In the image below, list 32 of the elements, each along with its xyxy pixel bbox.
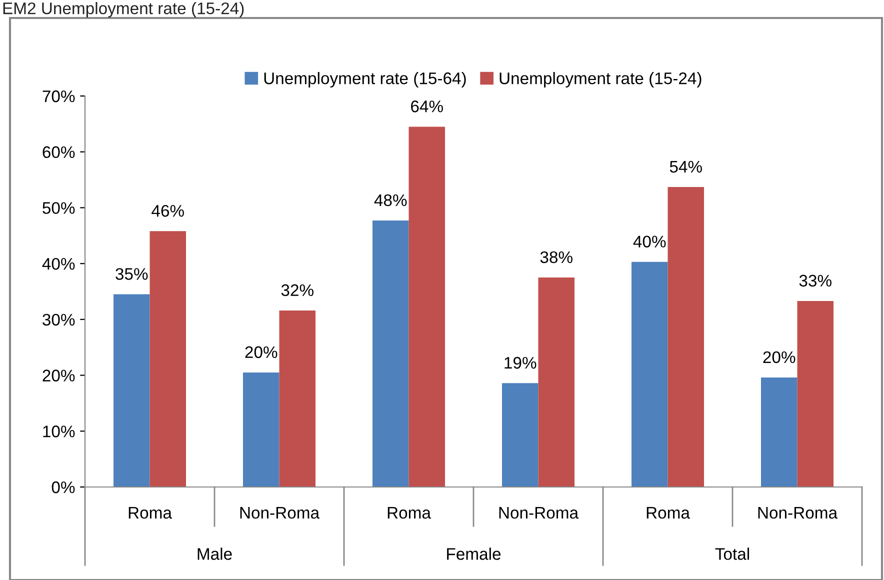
legend-label: Unemployment rate (15-64) <box>264 72 466 88</box>
y-tick-label: 30% <box>42 314 75 326</box>
chart-title: EM2 Unemployment rate (15-24) <box>3 2 244 18</box>
data-label: 54% <box>670 160 702 173</box>
y-tick-label: 70% <box>42 90 75 102</box>
text: Total <box>715 548 749 560</box>
x-tick-label: Roma <box>646 507 690 519</box>
text: Male <box>198 548 232 560</box>
data-label: 33% <box>799 274 832 287</box>
data-label: 40% <box>633 236 666 248</box>
data-label: 32% <box>281 284 314 296</box>
data-label: 48% <box>374 194 407 206</box>
data-label: 19% <box>504 356 536 369</box>
x-tick-label: Non-Roma <box>758 507 838 519</box>
data-label: 64% <box>411 100 443 112</box>
x-tick-label: Roma <box>388 507 431 519</box>
x-tick-label: Roma <box>128 507 172 519</box>
text: Female <box>447 548 501 560</box>
data-label: 20% <box>763 351 796 364</box>
y-tick-label: 40% <box>42 258 75 270</box>
y-tick-label: 10% <box>43 426 75 438</box>
data-label: 38% <box>540 251 572 264</box>
y-tick-label: 60% <box>42 146 75 158</box>
x-tick-label: Non-Roma <box>499 507 579 519</box>
x-tick-label: Non-Roma <box>240 507 320 519</box>
y-tick-label: 0% <box>52 481 75 494</box>
data-label: 46% <box>152 204 184 217</box>
data-label: 35% <box>116 268 148 280</box>
y-tick-label: 50% <box>42 202 75 214</box>
data-label: 20% <box>245 346 278 358</box>
y-tick-label: 20% <box>42 370 75 382</box>
legend-label: Unemployment rate (15-24) <box>500 72 702 88</box>
